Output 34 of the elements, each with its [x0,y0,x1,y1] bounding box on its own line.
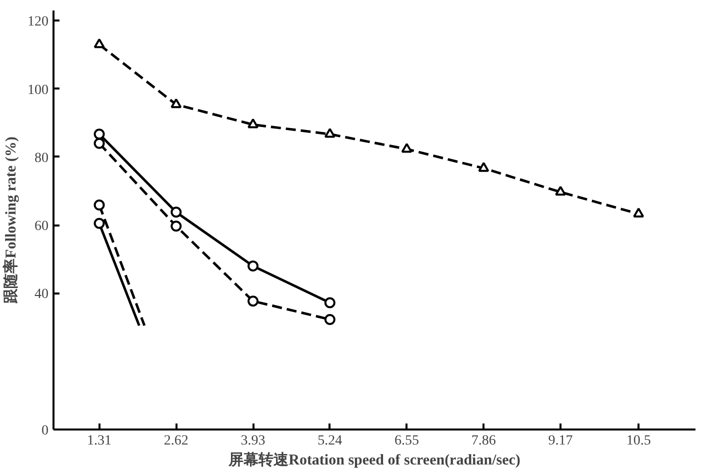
x-tick-label: 10.5 [626,434,651,448]
point [555,186,566,196]
x-tick-label: 1.31 [87,434,112,448]
y-tick-label: 0 [42,424,48,438]
x-tick-label: 9.17 [548,434,573,448]
point [94,138,105,149]
x-axis-title: 屏幕转速Rotation speed of screen(radian/sec) [228,452,520,468]
point [478,162,490,172]
point [94,218,105,229]
point [94,38,105,48]
x-tick-label: 2.62 [164,434,188,448]
y-tick-label: 100 [28,82,48,98]
x-tick-label: 7.86 [471,434,496,448]
point [248,260,259,272]
x-tick-label: 6.55 [394,434,420,448]
y-tick-label: 40 [34,287,48,302]
y-tick-label: 80 [34,150,48,166]
point [324,297,336,308]
point [401,142,412,153]
x-tick-label: 3.93 [240,434,266,448]
point [324,314,336,325]
x-tick-label: 5.24 [318,434,342,448]
point [170,98,182,108]
point [94,128,105,140]
point [94,200,105,211]
point [170,206,182,218]
y-tick-label: 120 [28,14,48,30]
y-tick-label: 60 [34,219,48,234]
point [633,208,644,218]
y-axis-title: 跟随率Following rate (%) [2,136,20,304]
point [170,220,182,232]
point [248,296,259,307]
point [324,128,336,138]
point [248,118,259,128]
